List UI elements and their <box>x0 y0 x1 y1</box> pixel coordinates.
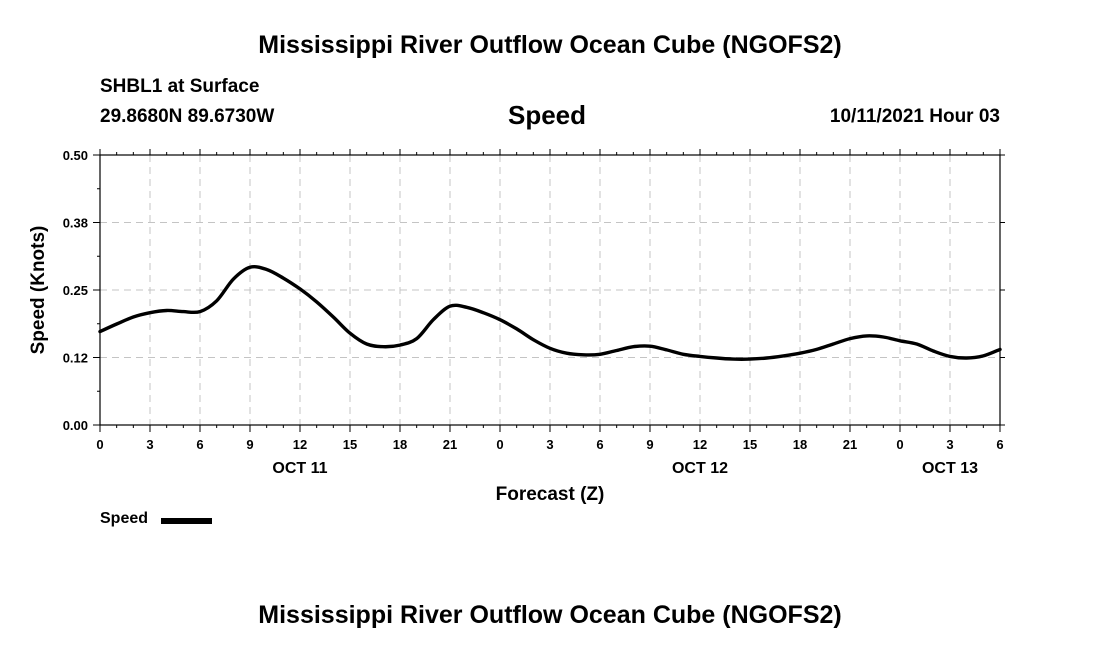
x-tick-label: 18 <box>793 437 807 452</box>
y-tick-label: 0.25 <box>63 283 88 298</box>
y-tick-label: 0.12 <box>63 351 88 366</box>
plot-frame <box>99 154 1001 426</box>
y-tick-label: 0.38 <box>63 216 88 231</box>
x-tick-label: 6 <box>196 437 203 452</box>
footer-title: Mississippi River Outflow Ocean Cube (NG… <box>258 601 842 629</box>
chart-subtitle: Speed <box>508 100 587 130</box>
x-tick-label: 18 <box>393 437 407 452</box>
date-label: OCT 13 <box>922 460 978 477</box>
x-tick-label: 3 <box>946 437 953 452</box>
date-label: OCT 11 <box>272 460 327 477</box>
y-axis-label: Speed (Knots) <box>28 226 49 355</box>
x-tick-label: 9 <box>646 437 653 452</box>
speed-series-line <box>98 265 1002 361</box>
station-location: 29.8680N 89.6730W <box>100 106 275 127</box>
y-tick-label: 0.50 <box>63 148 88 163</box>
x-tick-label: 3 <box>146 437 153 452</box>
chart-title: Mississippi River Outflow Ocean Cube (NG… <box>258 31 842 59</box>
x-tick-label: 0 <box>496 437 503 452</box>
x-tick-label: 15 <box>743 437 757 452</box>
x-tick-label: 3 <box>546 437 553 452</box>
x-tick-label: 21 <box>443 437 457 452</box>
date-label: OCT 12 <box>672 460 728 477</box>
tick-labels: 0 3 6 9 12 15 18 21 0 3 6 9 12 15 18 21 0 3 6 0.00 0.12 0.25 0… <box>63 148 1004 477</box>
legend-swatch <box>161 518 212 524</box>
x-tick-label: 12 <box>693 437 707 452</box>
x-tick-label: 6 <box>596 437 603 452</box>
x-tick-label: 15 <box>343 437 357 452</box>
legend-label: Speed <box>100 510 149 527</box>
x-tick-label: 0 <box>896 437 903 452</box>
station-name: SHBL1 at Surface <box>100 76 260 97</box>
x-tick-label: 21 <box>843 437 857 452</box>
chart-datetime: 10/11/2021 Hour 03 <box>829 106 1000 127</box>
axis-ticks <box>93 149 1005 432</box>
y-tick-label: 0.00 <box>63 418 88 433</box>
x-tick-label: 9 <box>246 437 253 452</box>
x-tick-label: 6 <box>996 437 1003 452</box>
x-tick-label: 0 <box>96 437 103 452</box>
x-tick-label: 12 <box>293 437 307 452</box>
x-axis-label: Forecast (Z) <box>496 484 605 505</box>
grid-lines <box>100 155 1000 425</box>
